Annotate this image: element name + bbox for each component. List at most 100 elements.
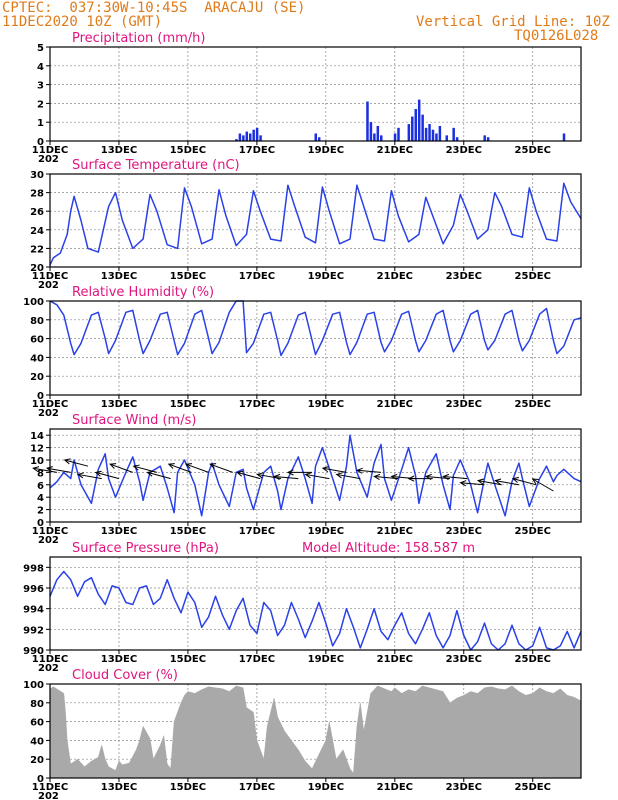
x-tick-label: 17DEC [239,145,275,156]
y-tick-label: 992 [23,625,44,636]
wind-vector-head [184,463,193,469]
y-tick-label: 0 [37,391,44,402]
precip-bar [452,127,455,141]
precip-bar [562,133,566,141]
x-year-label: 202 [38,663,59,674]
x-tick-label: 11DEC [32,654,68,665]
y-tick-label: 6 [37,481,44,492]
series-line [49,300,582,357]
x-tick-label: 13DEC [101,145,137,156]
x-tick-label: 23DEC [446,145,482,156]
panel-frame [49,46,582,142]
header-location: CPTEC: 037:30W-10:45S ARACAJU (SE) [2,0,306,16]
y-tick-label: 0 [37,774,44,785]
x-tick-label: 15DEC [170,271,206,282]
y-tick-label: 14 [30,431,44,442]
x-tick-label: 17DEC [239,271,275,282]
precip-bar [417,99,421,141]
precip-bar [411,116,414,141]
wind-vector [336,473,361,480]
precip-bar [380,135,383,141]
wind-vector [46,467,71,473]
x-tick-label: 19DEC [308,271,344,282]
header-model-code: TQ0126L028 [514,28,599,44]
wind-vector-head [236,470,244,477]
y-tick-label: 60 [30,718,44,729]
x-tick-label: 23DEC [446,399,482,410]
wind-vector-head [304,472,312,479]
wind-vector [274,476,299,480]
y-tick-label: 0 [37,518,44,529]
x-tick-label: 17DEC [239,399,275,410]
wind-vector-head [76,472,84,479]
wind-vector-head [146,470,154,477]
panel-frame [49,300,582,396]
wind-vector [185,463,209,473]
precip-bar [455,137,459,141]
wind-vector-head [476,478,484,485]
y-tick-label: 26 [30,207,44,218]
x-tick-label: 23DEC [446,782,482,793]
wind-vector [168,463,192,473]
y-tick-label: 2 [37,99,44,110]
wind-vector-head [132,464,140,471]
x-tick-label: 19DEC [308,654,344,665]
y-tick-label: 80 [30,316,44,327]
x-tick-label: 19DEC [308,145,344,156]
panel-frame [49,556,582,651]
series-line [49,182,582,266]
y-tick-label: 994 [23,605,44,616]
wind-vector [322,467,347,473]
x-tick-label: 21DEC [377,145,413,156]
precip-bar [421,114,424,141]
wind-vector-head [442,473,450,481]
y-tick-label: 60 [30,335,44,346]
wind-vector [512,478,537,486]
wind-vector [33,467,57,473]
y-tick-label: 5 [37,43,44,54]
y-tick-label: 1 [37,118,44,129]
header-datetime: 11DEC2020 10Z (GMT) [2,14,163,30]
x-tick-label: 11DEC [32,399,68,410]
precip-bar [407,124,411,141]
x-tick-label: 21DEC [377,654,413,665]
wind-vector-head [167,463,175,469]
x-tick-label: 13DEC [101,782,137,793]
wind-vector [460,482,485,486]
x-tick-label: 21DEC [377,271,413,282]
wind-vector-head [286,469,294,476]
y-tick-label: 996 [23,584,44,595]
precip-bar [397,127,400,141]
x-tick-label: 13DEC [101,271,137,282]
wind-vector-head [459,480,467,487]
y-tick-label: 20 [30,263,44,274]
x-tick-label: 25DEC [515,145,551,156]
x-tick-label: 11DEC [32,271,68,282]
x-tick-label: 25DEC [515,271,551,282]
x-tick-label: 19DEC [308,782,344,793]
wind-vector-head [256,472,264,479]
wind-vector [64,459,89,467]
precip-bar [438,125,442,141]
precip-bar [255,127,259,141]
wind-vector [77,473,102,480]
panel-frame [49,428,582,523]
y-tick-label: 22 [30,244,44,255]
y-tick-label: 20 [30,372,44,383]
panel-frame [49,173,582,268]
chart-title: Relative Humidity (%) [72,285,214,300]
chart-title: Surface Wind (m/s) [72,413,196,428]
chart-annotation: Model Altitude: 158.587 m [302,541,475,556]
x-tick-label: 15DEC [170,782,206,793]
x-tick-label: 25DEC [515,782,551,793]
y-tick-label: 4 [37,493,44,504]
precip-bar [373,133,376,141]
header-grid-note: Vertical Grid Line: 10Z [416,14,610,30]
chart-title: Surface Pressure (hPa) [72,541,219,556]
chart-title: Cloud Cover (%) [72,668,178,683]
precip-bar [483,135,486,141]
wind-vector-head [209,463,217,469]
precip-bar [369,122,373,141]
y-tick-label: 20 [30,755,44,766]
wind-vector-head [335,472,343,479]
